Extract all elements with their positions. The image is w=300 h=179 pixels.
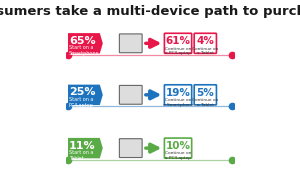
Text: 19%: 19%: [166, 88, 190, 98]
Text: 61%: 61%: [166, 36, 190, 46]
FancyBboxPatch shape: [119, 139, 142, 158]
FancyBboxPatch shape: [119, 85, 142, 104]
Text: 65%: 65%: [69, 36, 95, 46]
Polygon shape: [68, 138, 103, 158]
Polygon shape: [68, 33, 103, 54]
Text: Start on a
PC/Laptop: Start on a PC/Laptop: [69, 97, 94, 108]
Text: Continue on
a Tablet: Continue on a Tablet: [192, 47, 218, 55]
Text: 4%: 4%: [196, 36, 214, 46]
Text: Consumers take a multi-device path to purchase: Consumers take a multi-device path to pu…: [0, 5, 300, 18]
FancyBboxPatch shape: [164, 85, 192, 105]
Text: 11%: 11%: [69, 141, 95, 151]
Polygon shape: [68, 85, 103, 105]
Text: Start on a
Smartphone: Start on a Smartphone: [69, 45, 99, 56]
FancyBboxPatch shape: [194, 85, 216, 105]
FancyBboxPatch shape: [194, 33, 216, 53]
Text: Continue on
a PC/Laptop: Continue on a PC/Laptop: [165, 47, 191, 55]
Text: 10%: 10%: [166, 141, 190, 151]
FancyBboxPatch shape: [119, 34, 142, 53]
Text: 5%: 5%: [196, 88, 214, 98]
Text: Continue on
a Tablet: Continue on a Tablet: [192, 98, 218, 107]
Text: 25%: 25%: [69, 87, 95, 97]
FancyBboxPatch shape: [164, 138, 192, 158]
FancyBboxPatch shape: [164, 33, 192, 53]
Text: Continue on
a PC/Laptop: Continue on a PC/Laptop: [165, 151, 191, 160]
Text: Continue on
a Smartphone: Continue on a Smartphone: [163, 98, 193, 107]
Text: Start on a
Tablet: Start on a Tablet: [69, 150, 93, 161]
